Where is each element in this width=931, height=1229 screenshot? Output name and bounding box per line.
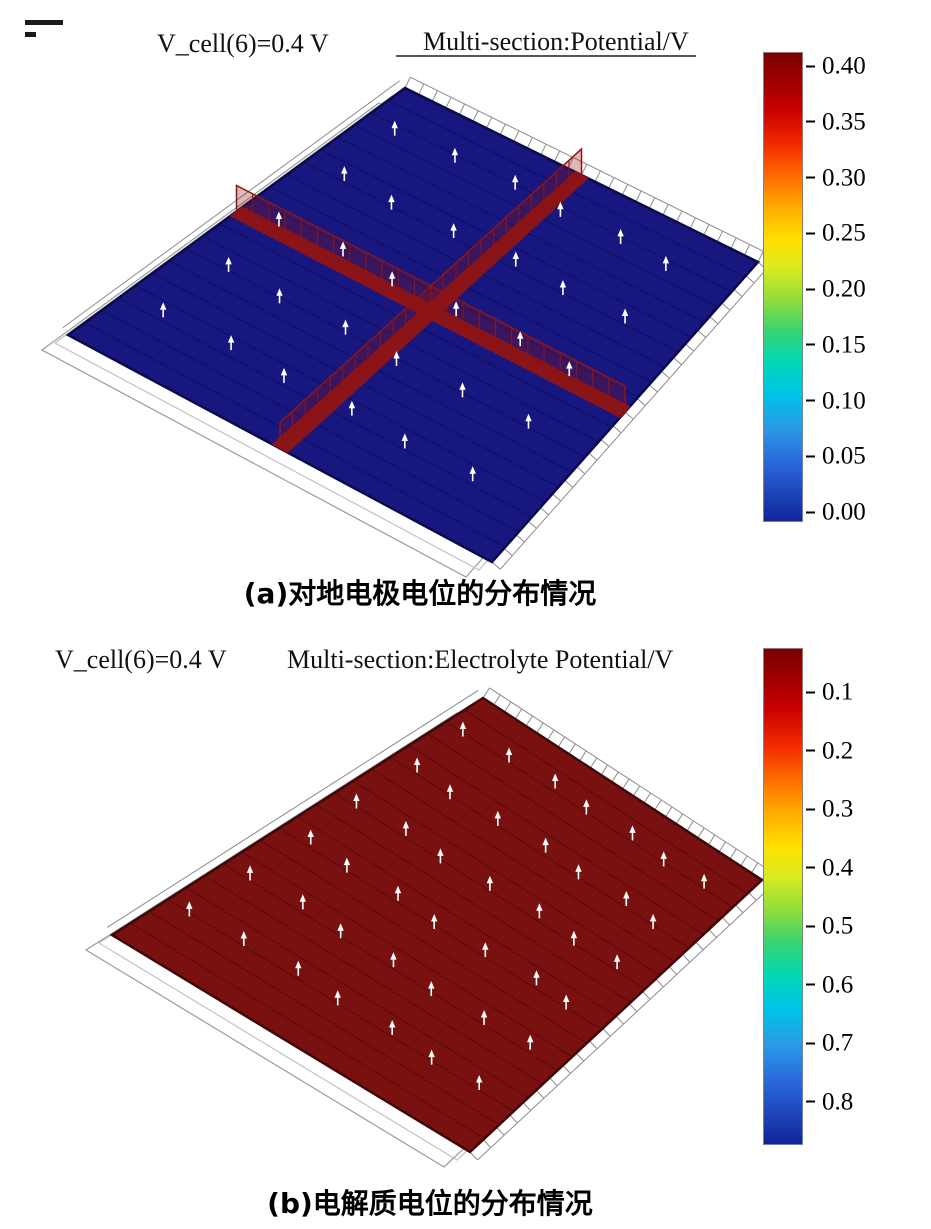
caption-b: (b)电解质电位的分布情况 [267, 1187, 593, 1220]
surface-plot-a [40, 76, 767, 578]
tick-mark [806, 232, 815, 235]
tick-label: 0.8 [822, 1088, 854, 1116]
artifact-mark [25, 32, 36, 37]
colorbar-tick: 0.35 [806, 109, 866, 134]
tick-label: 0.00 [822, 498, 866, 526]
tick-mark [806, 925, 815, 928]
panel-b-condition-label: V_cell(6)=0.4 V [55, 645, 227, 674]
colorbar-tick: 0.15 [806, 332, 866, 357]
colorbar-tick: 0.00 [806, 500, 866, 525]
panel-b-colorbar-title: Multi-section:Electrolyte Potential/V [287, 645, 674, 674]
tick-mark [806, 691, 815, 693]
tick-label: 0.15 [822, 331, 866, 359]
cross-section-slices [229, 147, 631, 454]
tick-label: 0.5 [822, 912, 854, 940]
surface-plot-b [84, 687, 770, 1168]
tick-label: 0.25 [822, 219, 866, 247]
tick-mark [806, 983, 815, 986]
colorbar-b-ticks: 0.1 0.2 0.3 0.4 0.5 0.6 0.7 0.8 [806, 648, 916, 1145]
colorbar-a-ticks: 0.40 0.35 0.30 0.25 0.20 0.15 0.10 0.05 0.00 [806, 52, 916, 525]
tick-label: 0.20 [822, 275, 866, 303]
tick-label: 0.40 [822, 52, 866, 80]
tick-mark [806, 176, 815, 179]
panel-a-condition-label: V_cell(6)=0.4 V [157, 29, 329, 58]
tick-mark [806, 288, 815, 290]
colorbar-tick: 0.40 [806, 54, 866, 79]
colorbar-tick: 0.20 [806, 277, 866, 302]
tick-mark [806, 1042, 815, 1045]
colorbar-tick: 0.10 [806, 388, 866, 413]
tick-mark [806, 749, 815, 752]
tick-label: 0.10 [822, 387, 866, 414]
cropped-text-artifact [25, 18, 85, 44]
tick-mark [806, 399, 815, 402]
flux-arrows [186, 721, 708, 1091]
colorbar-tick: 0.4 [806, 855, 853, 880]
colorbar-tick: 0.30 [806, 165, 866, 190]
tick-label: 0.4 [822, 854, 854, 882]
panel-a-title-underline [396, 55, 696, 57]
colorbar-tick: 0.2 [806, 738, 853, 763]
tick-mark [806, 808, 815, 811]
colorbar-a [763, 52, 803, 522]
tick-label: 0.2 [822, 737, 854, 765]
tick-label: 0.1 [822, 678, 854, 706]
tick-mark [806, 65, 815, 67]
colorbar-tick: 0.25 [806, 221, 866, 246]
tick-label: 0.35 [822, 108, 866, 136]
colorbar-tick: 0.6 [806, 972, 853, 997]
colorbar-tick: 0.3 [806, 797, 853, 822]
colorbar-tick: 0.5 [806, 914, 853, 939]
colorbar-tick: 0.05 [806, 444, 866, 469]
tick-mark [806, 120, 815, 123]
panel-a-colorbar-title: Multi-section:Potential/V [423, 27, 689, 56]
plate-surface [109, 696, 765, 1154]
tick-label: 0.6 [822, 971, 854, 999]
artifact-mark [25, 20, 63, 25]
tick-label: 0.7 [822, 1029, 854, 1057]
colorbar-tick: 0.7 [806, 1031, 853, 1056]
flux-arrows [160, 120, 670, 482]
tick-mark [806, 455, 815, 458]
tick-label: 0.05 [822, 442, 866, 470]
tick-label: 0.3 [822, 795, 854, 823]
tick-label: 0.30 [822, 164, 866, 191]
colorbar-b [763, 648, 803, 1145]
caption-a: (a)对地电极电位的分布情况 [243, 577, 597, 610]
tick-mark [806, 866, 815, 869]
tick-mark [806, 511, 815, 513]
colorbar-tick: 0.1 [806, 680, 853, 705]
colorbar-tick: 0.8 [806, 1089, 853, 1114]
tick-mark [806, 1100, 815, 1103]
tick-mark [806, 343, 815, 346]
